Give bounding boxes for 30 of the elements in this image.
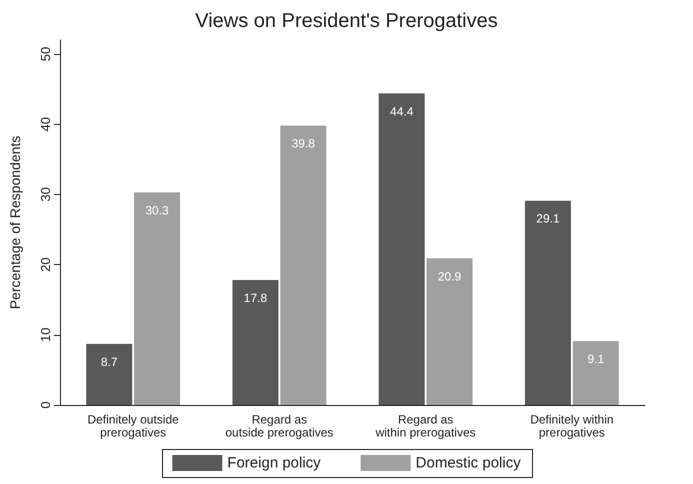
data-label: 9.1 <box>587 352 604 366</box>
x-tick-label: Regard as outside prerogatives <box>225 412 334 440</box>
y-tick-label: 50 <box>38 46 53 62</box>
bar <box>426 258 473 405</box>
y-tick-label: 0 <box>38 401 53 409</box>
x-tick-label: Regard as within prerogatives <box>374 412 476 440</box>
data-label: 30.3 <box>145 203 170 218</box>
y-tick-label: 10 <box>38 328 53 342</box>
data-label: 17.8 <box>244 291 268 306</box>
y-tick-label: 30 <box>38 187 53 202</box>
legend-label: Domestic policy <box>416 454 522 472</box>
data-label: 44.4 <box>390 104 414 118</box>
bar <box>134 192 180 405</box>
data-label: 8.7 <box>100 354 118 369</box>
data-label: 20.9 <box>438 269 462 284</box>
x-tick-label: Definitely outside prerogatives <box>87 412 180 440</box>
data-label: 29.1 <box>536 212 560 226</box>
bar <box>524 200 571 405</box>
data-label: 39.8 <box>292 136 316 151</box>
y-axis-title: Percentage of Respondents <box>7 136 23 310</box>
bar <box>572 341 619 405</box>
chart-title: Views on President's Prerogatives <box>195 10 498 32</box>
y-tick-label: 40 <box>38 116 53 132</box>
y-tick-label: 20 <box>38 257 53 272</box>
x-tick-label: Definitely within prerogatives <box>530 412 614 440</box>
bar <box>280 126 326 405</box>
bar <box>86 344 132 405</box>
legend-label: Foreign policy <box>227 454 322 472</box>
bar <box>232 280 278 405</box>
bar <box>378 93 425 405</box>
